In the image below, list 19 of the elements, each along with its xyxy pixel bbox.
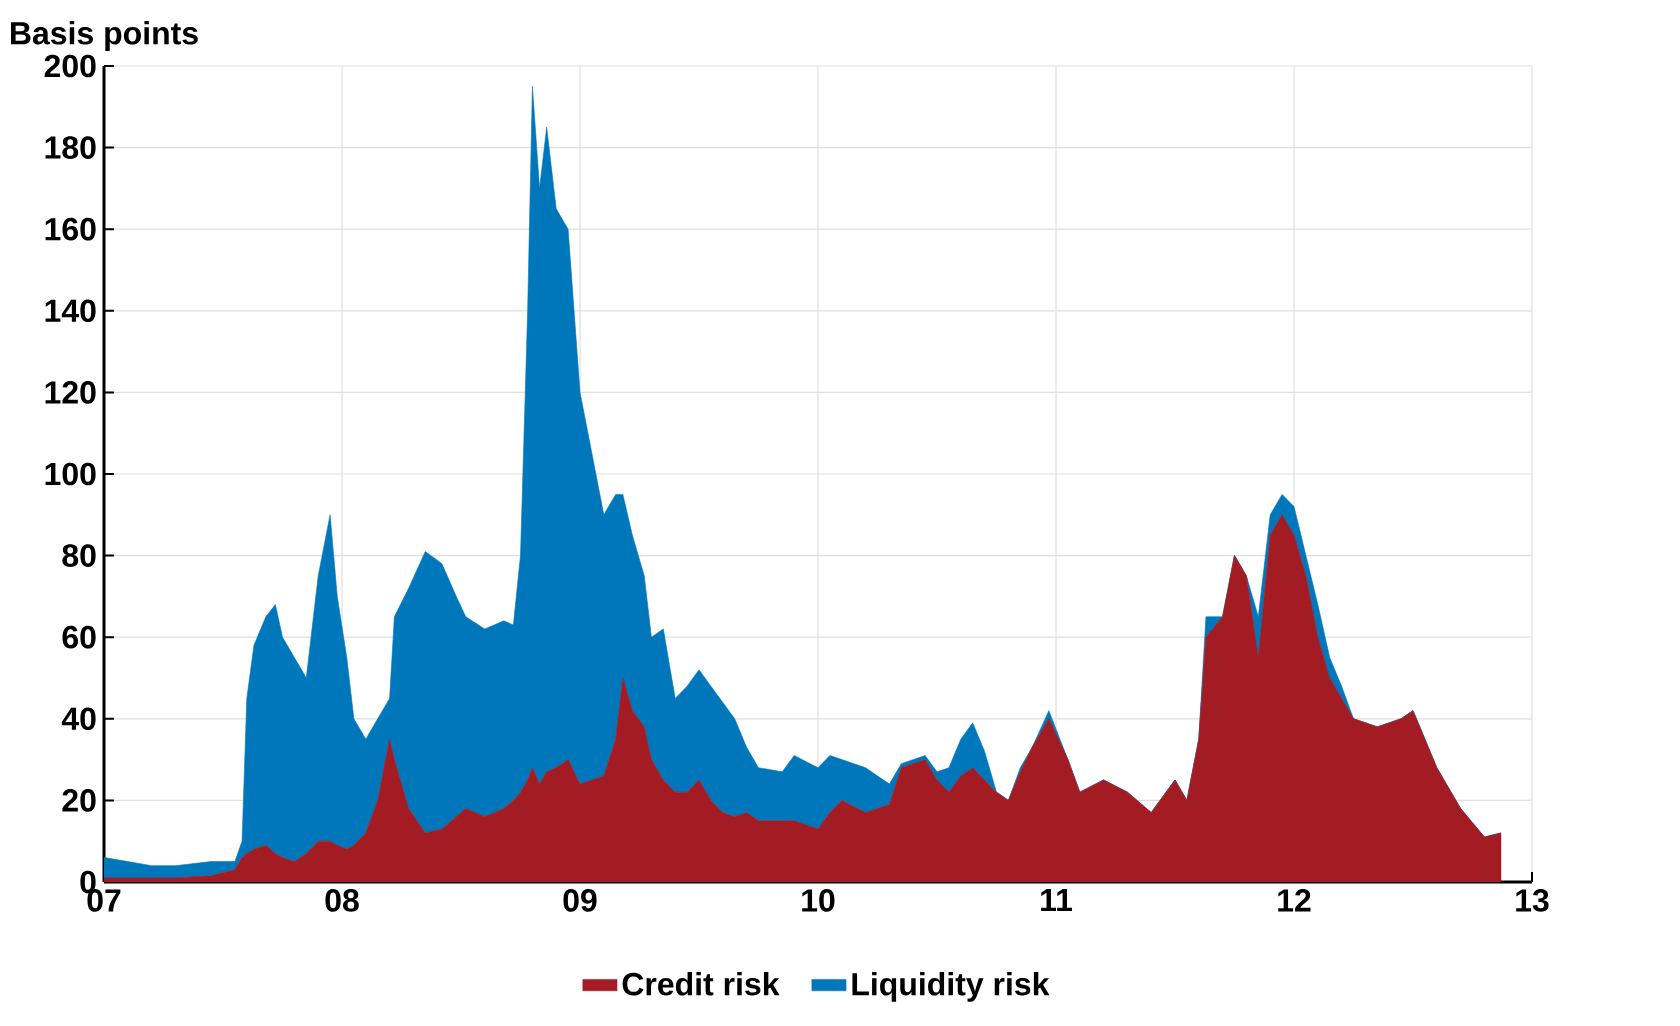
x-tick-label: 13: [1516, 889, 1549, 912]
y-tick-label: 180: [45, 136, 96, 159]
y-tick-label: 60: [62, 625, 96, 649]
x-tick-label: 11: [1041, 889, 1073, 912]
y-tick-label: 200: [44, 54, 96, 78]
y-tick-label: 140: [45, 299, 96, 323]
y-tick-label: 20: [62, 789, 96, 812]
x-tick-label: 08: [325, 889, 359, 912]
y-tick-label: 80: [62, 544, 96, 567]
y-tick-label: 120: [45, 381, 96, 404]
y-axis-title: Basis points: [11, 21, 198, 51]
legend-label: Liquidity risk: [852, 972, 1050, 1002]
x-tick-label: 12: [1278, 889, 1311, 912]
y-tick-label: 160: [45, 217, 96, 241]
legend-label: Credit risk: [622, 972, 780, 996]
x-tick-label: 10: [802, 889, 835, 912]
x-tick-label: 09: [563, 889, 597, 912]
y-tick-label: 40: [61, 707, 96, 731]
y-tick-label: 100: [45, 462, 96, 486]
